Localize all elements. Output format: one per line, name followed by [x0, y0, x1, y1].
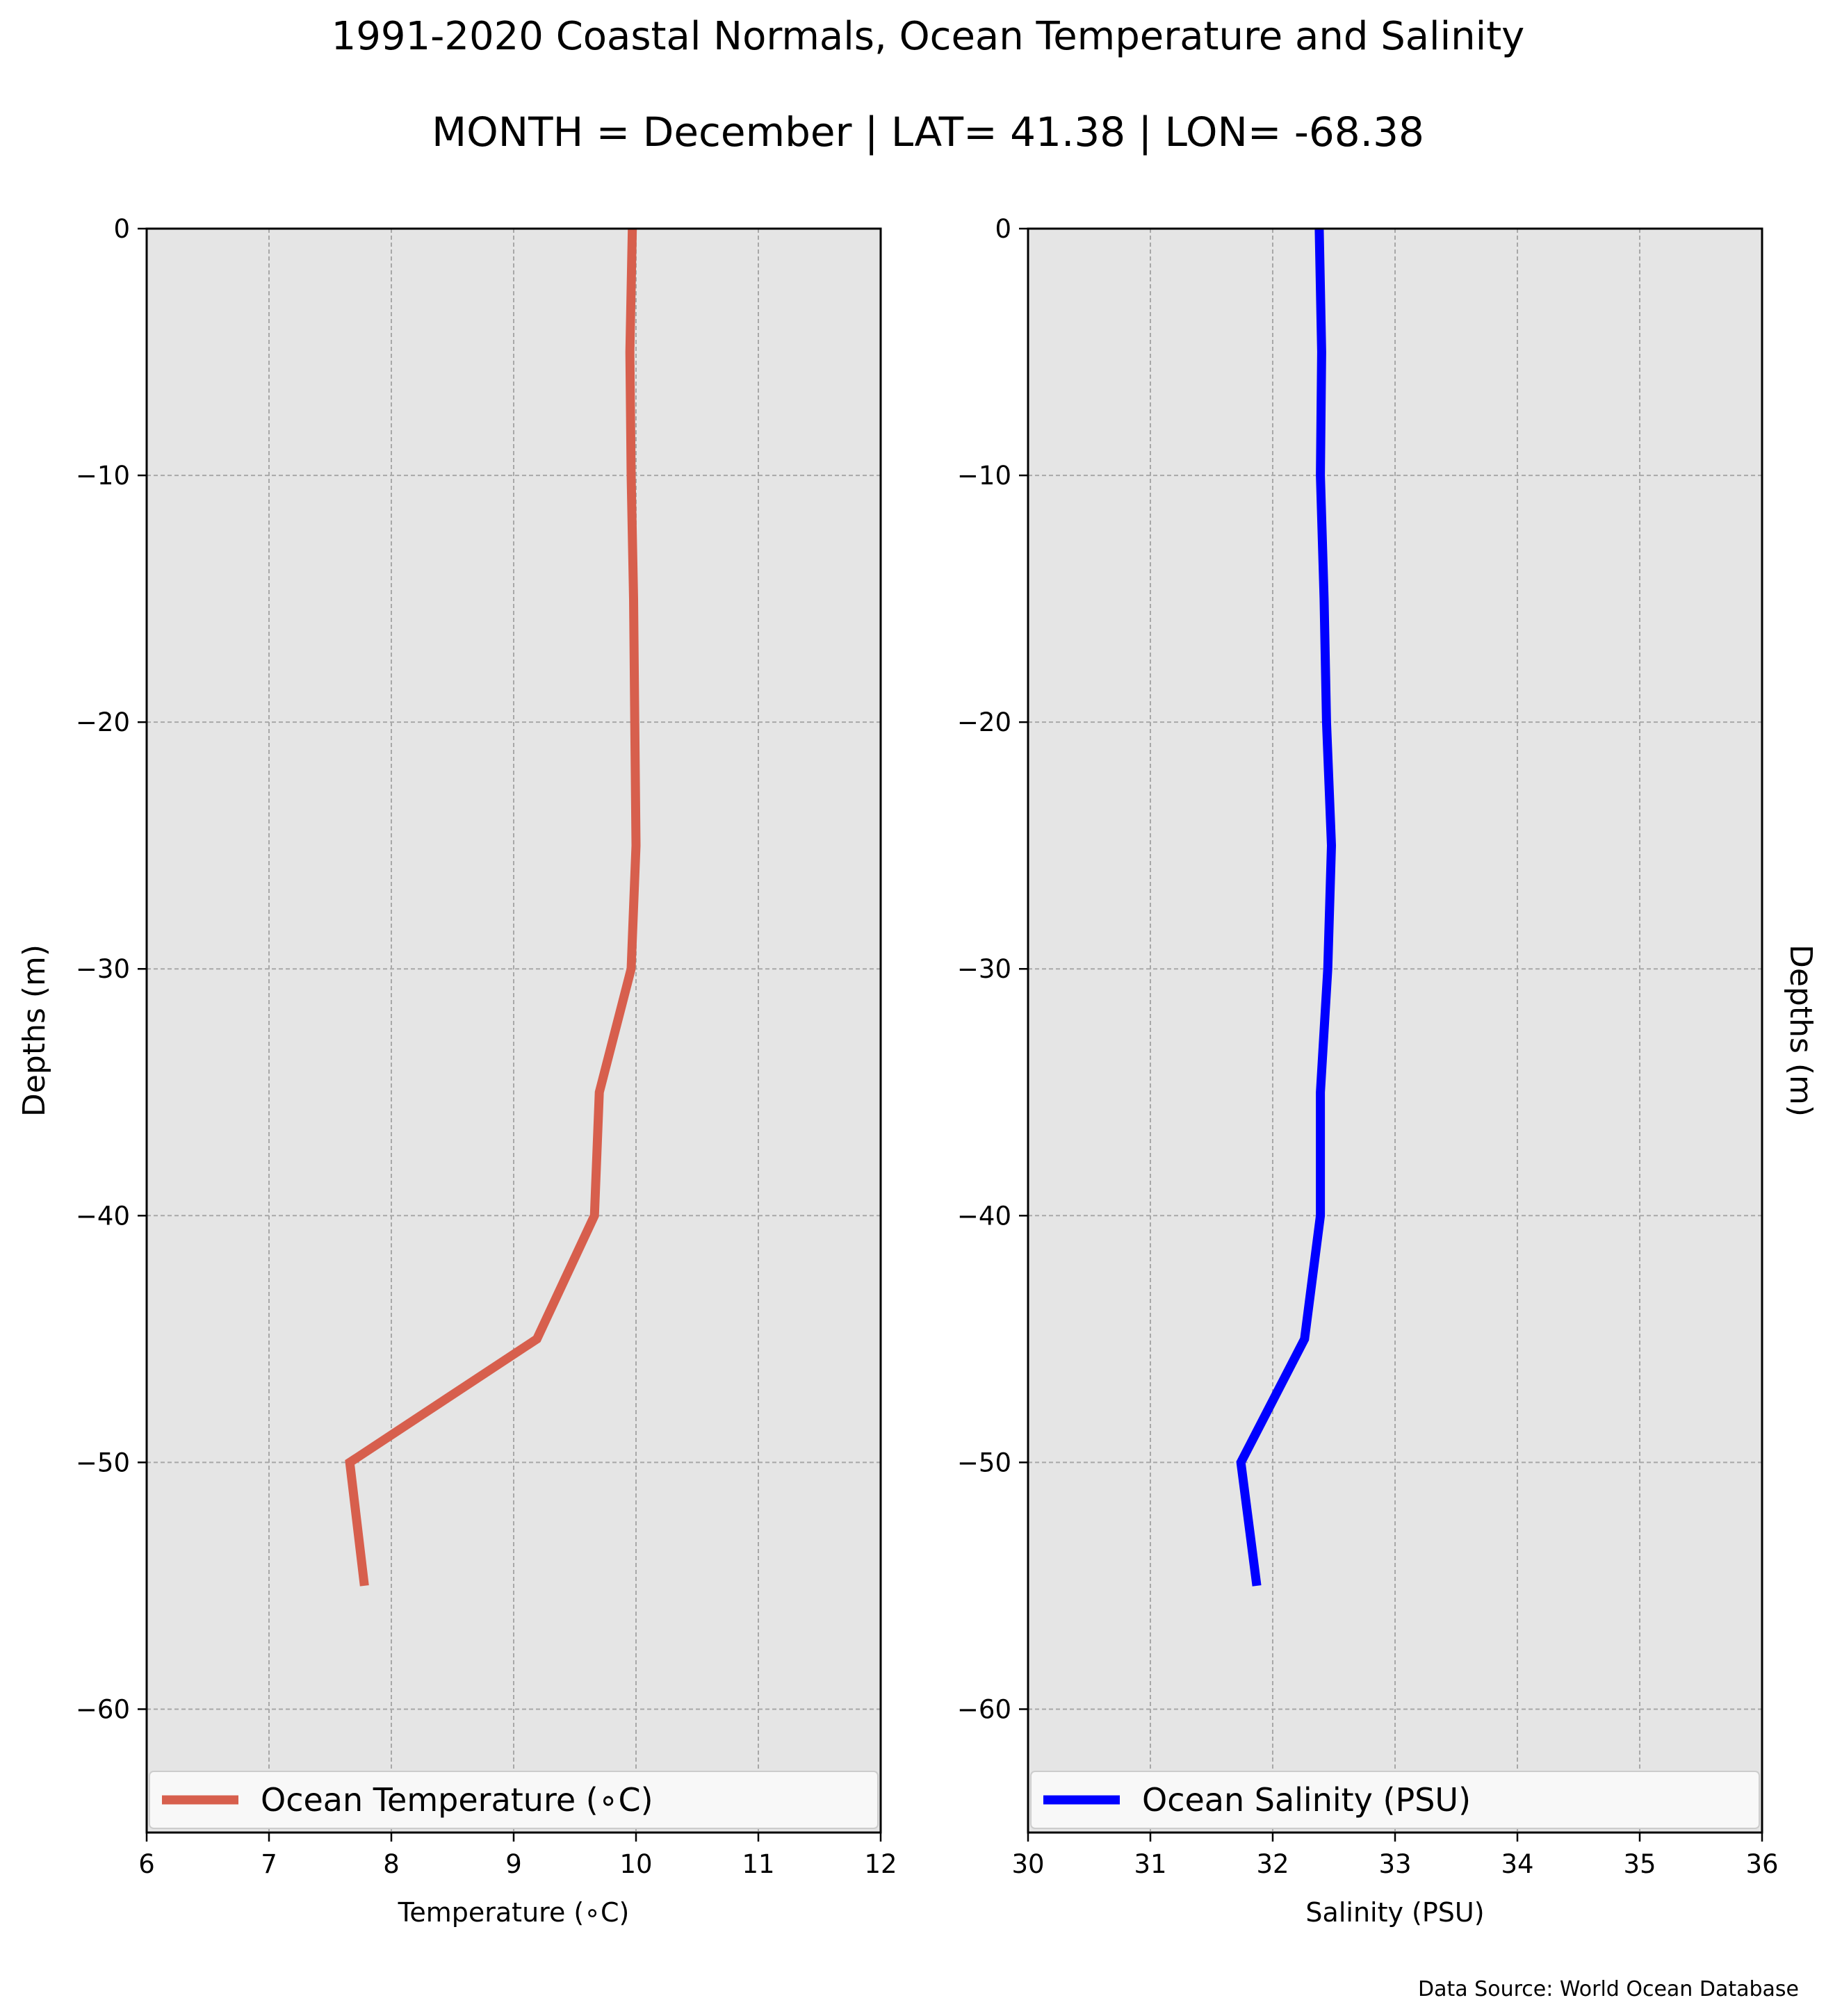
- salinity-y-tick-label: −20: [957, 707, 1011, 737]
- temperature-y-tick-label: −20: [76, 707, 130, 737]
- temperature-y-axis-label: Depths (m): [17, 944, 52, 1117]
- temperature-y-tick-label: −10: [76, 461, 130, 491]
- temperature-x-axis-label: Temperature (∘C): [398, 1897, 630, 1928]
- salinity-x-tick-label: 33: [1378, 1849, 1411, 1879]
- salinity-legend-label: Ocean Salinity (PSU): [1142, 1781, 1471, 1819]
- temperature-x-tick-label: 8: [383, 1849, 400, 1879]
- salinity-x-tick-label: 31: [1134, 1849, 1166, 1879]
- temperature-x-tick-label: 7: [261, 1849, 277, 1879]
- salinity-y-axis-label: Depths (m): [1783, 944, 1818, 1117]
- salinity-x-tick-label: 30: [1011, 1849, 1044, 1879]
- salinity-y-tick-label: −40: [957, 1201, 1011, 1231]
- salinity-x-tick-label: 35: [1623, 1849, 1656, 1879]
- salinity-x-tick-label: 32: [1256, 1849, 1289, 1879]
- salinity-x-axis-label: Salinity (PSU): [1305, 1897, 1484, 1928]
- temperature-y-tick-label: −30: [76, 954, 130, 984]
- salinity-y-tick-label: −10: [957, 461, 1011, 491]
- temperature-y-tick-label: 0: [113, 214, 130, 244]
- temperature-y-tick-label: −40: [76, 1201, 130, 1231]
- temperature-x-tick-label: 10: [619, 1849, 652, 1879]
- salinity-y-tick-label: −30: [957, 954, 1011, 984]
- temperature-series-line: [345, 228, 641, 1587]
- salinity-x-tick-label: 36: [1745, 1849, 1778, 1879]
- temperature-legend: Ocean Temperature (∘C): [149, 1771, 879, 1829]
- temperature-x-tick-label: 11: [742, 1849, 774, 1879]
- temperature-legend-box: [149, 1771, 879, 1829]
- temperature-y-tick-label: −50: [76, 1448, 130, 1477]
- temperature-y-tick-label: −60: [76, 1694, 130, 1724]
- temperature-x-tick-label: 12: [864, 1849, 897, 1879]
- salinity-legend: Ocean Salinity (PSU): [1030, 1771, 1760, 1829]
- temperature-x-tick-label: 6: [138, 1849, 155, 1879]
- data-source-note: Data Source: World Ocean Database: [1418, 1977, 1799, 2001]
- figure-subtitle: MONTH = December | LAT= 41.38 | LON= -68…: [432, 108, 1424, 156]
- salinity-legend-box: [1030, 1771, 1760, 1829]
- temperature-panel: Ocean Temperature (∘C) 6 7 8 9 10 11 12 0 −10 −20 −…: [17, 214, 897, 1928]
- temperature-x-tick-label: 9: [505, 1849, 522, 1879]
- temperature-legend-label: Ocean Temperature (∘C): [261, 1781, 653, 1819]
- salinity-series-line: [1236, 228, 1337, 1587]
- salinity-y-tick-label: −60: [957, 1694, 1011, 1724]
- salinity-x-tick-label: 34: [1501, 1849, 1533, 1879]
- salinity-y-tick-label: 0: [995, 214, 1011, 244]
- salinity-y-tick-label: −50: [957, 1448, 1011, 1477]
- salinity-panel: Ocean Salinity (PSU) 30 31 32 33 34 35 36 0 −10 −2…: [957, 214, 1818, 1928]
- figure-title: 1991-2020 Coastal Normals, Ocean Tempera…: [332, 14, 1525, 59]
